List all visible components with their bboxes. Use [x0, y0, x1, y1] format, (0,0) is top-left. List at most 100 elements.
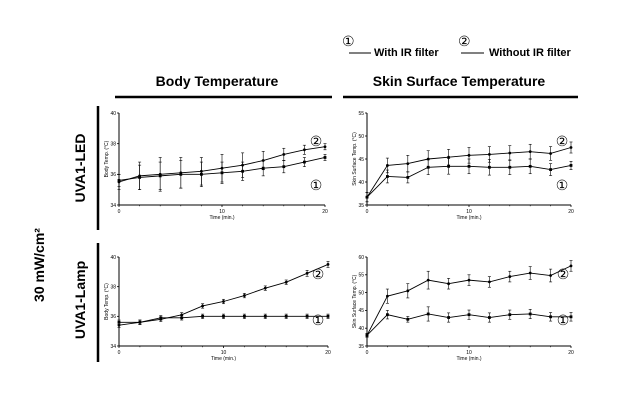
- y-tick-label: 34: [110, 203, 116, 209]
- data-point: [406, 162, 409, 165]
- x-axis-label: Time (min.): [209, 215, 234, 221]
- data-point: [243, 315, 246, 318]
- data-point: [306, 315, 309, 318]
- legend: ① With IR filter ② Without IR filter: [342, 33, 571, 59]
- panel-lamp-skin-temperature: 35404550556001020Skin Surface Temp. (°C)…: [352, 255, 574, 362]
- y-tick-label: 50: [358, 134, 364, 140]
- y-tick-label: 40: [358, 326, 364, 332]
- y-axis-label: Body Temp. (°C): [104, 140, 110, 177]
- data-point: [241, 170, 244, 173]
- data-point: [386, 164, 389, 167]
- data-point: [447, 156, 450, 159]
- y-tick-label: 36: [110, 172, 116, 178]
- panel-led-body-temperature: 3436384001020Body Temp. (°C)Time (min.)②…: [104, 111, 328, 221]
- data-point: [118, 179, 121, 182]
- data-point: [222, 300, 225, 303]
- data-point: [468, 313, 471, 316]
- data-point: [508, 275, 511, 278]
- y-tick-label: 40: [358, 180, 364, 186]
- x-tick-label: 20: [322, 209, 328, 215]
- data-point: [139, 321, 142, 324]
- legend-with-marker: ①: [342, 33, 355, 49]
- data-point: [285, 281, 288, 284]
- y-tick-label: 40: [110, 255, 116, 261]
- data-point: [427, 166, 430, 169]
- data-point: [285, 315, 288, 318]
- data-point: [324, 156, 327, 159]
- data-point: [243, 294, 246, 297]
- header-body-temperature: Body Temperature: [156, 73, 279, 89]
- data-point: [549, 274, 552, 277]
- series-1: [366, 261, 573, 338]
- data-point: [549, 168, 552, 171]
- y-tick-label: 45: [358, 308, 364, 314]
- x-tick-label: 20: [568, 209, 574, 215]
- data-point: [180, 316, 183, 319]
- data-point: [488, 153, 491, 156]
- y-tick-label: 45: [358, 157, 364, 163]
- data-point: [529, 272, 532, 275]
- irradiance-label: 30 mW/cm²: [31, 228, 47, 302]
- data-point: [264, 287, 267, 290]
- data-point: [549, 315, 552, 318]
- data-point: [468, 279, 471, 282]
- y-tick-label: 36: [110, 314, 116, 320]
- data-point: [386, 295, 389, 298]
- y-tick-label: 40: [110, 111, 116, 117]
- y-tick-label: 60: [358, 255, 364, 261]
- x-axis-label: Time (min.): [211, 356, 236, 362]
- data-point: [159, 174, 162, 177]
- row-label-uva1-led: UVA1-LED: [72, 134, 88, 203]
- data-point: [488, 281, 491, 284]
- data-point: [570, 146, 573, 149]
- data-point: [488, 316, 491, 319]
- data-point: [508, 166, 511, 169]
- data-point: [200, 173, 203, 176]
- series-2: [366, 307, 573, 337]
- x-tick-label: 0: [118, 209, 121, 215]
- x-axis-label: Time (min.): [456, 215, 481, 221]
- curve-marker-with-ir: ①: [556, 177, 569, 193]
- data-point: [201, 315, 204, 318]
- y-tick-label: 55: [358, 111, 364, 117]
- y-axis-label: Skin Surface Temp. (°C): [352, 132, 358, 186]
- data-point: [529, 150, 532, 153]
- header-skin-temperature: Skin Surface Temperature: [373, 73, 546, 89]
- data-point: [282, 165, 285, 168]
- data-point: [447, 165, 450, 168]
- data-point: [222, 315, 225, 318]
- data-point: [447, 316, 450, 319]
- data-point: [508, 313, 511, 316]
- data-point: [282, 153, 285, 156]
- data-point: [570, 164, 573, 167]
- legend-without-marker: ②: [458, 33, 471, 49]
- x-axis-label: Time (min.): [456, 356, 481, 362]
- curve-marker-without-ir: ②: [557, 266, 570, 282]
- data-point: [508, 152, 511, 155]
- x-tick-label: 0: [118, 350, 121, 356]
- data-point: [406, 176, 409, 179]
- data-point: [427, 279, 430, 282]
- y-tick-label: 35: [358, 203, 364, 209]
- data-point: [427, 313, 430, 316]
- y-tick-label: 35: [358, 344, 364, 350]
- data-point: [201, 305, 204, 308]
- data-point: [303, 148, 306, 151]
- data-point: [264, 315, 267, 318]
- data-point: [406, 289, 409, 292]
- data-point: [159, 316, 162, 319]
- y-tick-label: 38: [110, 284, 116, 290]
- x-tick-label: 20: [568, 350, 574, 356]
- data-point: [327, 263, 330, 266]
- data-point: [529, 165, 532, 168]
- y-axis-label: Skin Surface Temp. (°C): [352, 274, 358, 328]
- curve-marker-with-ir: ①: [310, 177, 323, 193]
- data-point: [262, 167, 265, 170]
- y-tick-label: 50: [358, 290, 364, 296]
- data-point: [366, 334, 369, 337]
- data-point: [570, 315, 573, 318]
- data-point: [138, 176, 141, 179]
- y-tick-label: 38: [110, 141, 116, 147]
- data-point: [488, 166, 491, 169]
